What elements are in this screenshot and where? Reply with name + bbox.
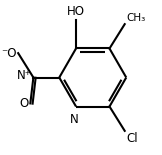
Text: ⁻O: ⁻O bbox=[1, 47, 17, 60]
Text: O: O bbox=[20, 97, 29, 110]
Text: N: N bbox=[70, 113, 79, 126]
Text: HO: HO bbox=[67, 5, 85, 18]
Text: CH₃: CH₃ bbox=[126, 13, 145, 23]
Text: N⁺: N⁺ bbox=[17, 69, 32, 82]
Text: Cl: Cl bbox=[126, 132, 138, 145]
